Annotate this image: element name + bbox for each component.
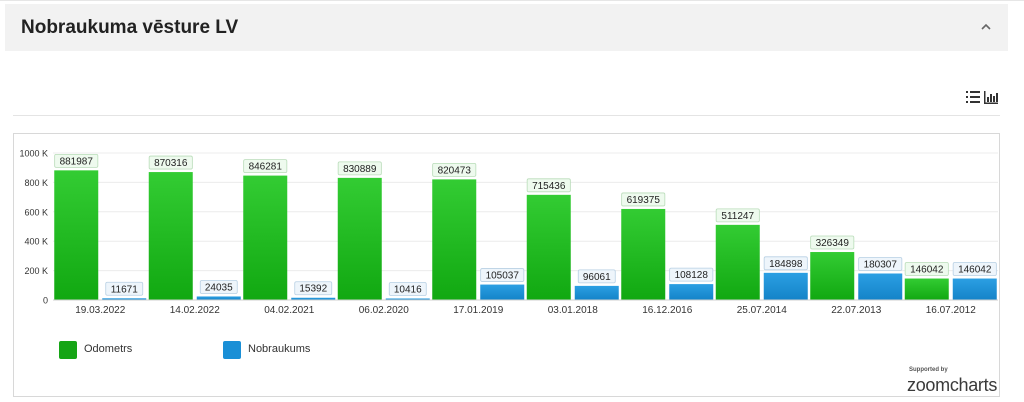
bar-nobraukums — [858, 273, 903, 300]
legend-label-odometrs: Odometrs — [84, 343, 133, 355]
x-tick-label: 03.01.2018 — [548, 305, 598, 316]
x-tick-label: 04.02.2021 — [264, 305, 314, 316]
y-tick-label: 1000 K — [19, 149, 48, 159]
data-label-box — [577, 269, 616, 284]
brand-name: zoomcharts — [907, 375, 998, 395]
data-label-odometrs: 870316 — [154, 158, 188, 169]
data-label-box — [526, 178, 571, 193]
data-label-nobraukums: 184898 — [769, 259, 803, 270]
bar-odometrs — [810, 252, 855, 300]
data-label-box — [337, 161, 382, 176]
data-label-box — [810, 235, 855, 250]
bar-nobraukums — [291, 297, 336, 300]
data-label-nobraukums: 146042 — [958, 265, 992, 276]
data-label-box — [148, 155, 193, 170]
y-tick-label: 400 K — [24, 237, 48, 247]
data-label-nobraukums: 24035 — [205, 282, 233, 293]
data-label-odometrs: 715436 — [532, 181, 566, 192]
data-label-odometrs: 820473 — [438, 165, 472, 176]
data-label-box — [105, 281, 144, 296]
bar-odometrs — [337, 177, 382, 300]
bar-nobraukums — [196, 296, 241, 300]
header-divider — [13, 115, 1000, 116]
bar-odometrs — [54, 170, 99, 300]
bar-odometrs — [904, 278, 949, 300]
zoomcharts-logo[interactable]: Supported by zoomcharts — [907, 367, 999, 397]
bar-nobraukums — [763, 272, 808, 300]
legend-swatch-odometrs — [59, 341, 77, 359]
data-label-box — [243, 159, 288, 173]
data-label-box — [858, 257, 903, 271]
data-label-odometrs: 830889 — [343, 164, 377, 175]
y-tick-label: 200 K — [24, 266, 48, 276]
x-tick-label: 22.07.2013 — [831, 305, 881, 316]
data-label-box — [715, 208, 760, 223]
bar-nobraukums — [574, 285, 619, 300]
bar-chart-icon[interactable] — [983, 89, 999, 105]
panel-header[interactable]: Nobraukuma vēsture LV — [5, 4, 1008, 51]
data-label-odometrs: 146042 — [910, 265, 944, 276]
bar-odometrs — [432, 179, 477, 300]
top-border — [0, 0, 1024, 1]
data-label-odometrs: 846281 — [249, 162, 283, 173]
x-tick-label: 14.02.2022 — [170, 305, 220, 316]
data-label-box — [621, 192, 666, 207]
data-label-nobraukums: 105037 — [486, 271, 520, 282]
data-label-box — [669, 267, 714, 282]
data-label-nobraukums: 15392 — [299, 284, 327, 295]
data-label-nobraukums: 180307 — [864, 259, 898, 270]
data-label-box — [388, 282, 427, 296]
bar-odometrs — [715, 224, 760, 300]
data-label-nobraukums: 11671 — [111, 284, 139, 295]
data-label-box — [54, 153, 99, 168]
x-tick-label: 06.02.2020 — [359, 305, 409, 316]
data-label-box — [432, 162, 477, 177]
data-label-box — [904, 262, 949, 276]
data-label-box — [199, 280, 238, 294]
bar-odometrs — [148, 172, 193, 300]
chevron-up-icon[interactable] — [977, 18, 995, 36]
x-tick-label: 25.07.2014 — [737, 305, 787, 316]
legend-swatch-nobraukums — [223, 341, 241, 359]
list-icon[interactable] — [965, 89, 981, 105]
data-label-nobraukums: 10416 — [394, 284, 422, 295]
bar-odometrs — [526, 194, 571, 300]
bar-odometrs — [621, 208, 666, 300]
bar-nobraukums — [669, 284, 714, 300]
data-label-nobraukums: 96061 — [583, 272, 611, 283]
data-label-odometrs: 511247 — [721, 211, 754, 222]
bar-nobraukums — [480, 284, 525, 300]
data-label-odometrs: 881987 — [60, 156, 94, 167]
x-tick-label: 19.03.2022 — [75, 305, 125, 316]
data-label-box — [294, 281, 333, 296]
brand-supported-by: Supported by — [909, 367, 948, 373]
y-tick-label: 0 — [43, 296, 48, 306]
data-label-box — [952, 262, 997, 276]
bar-nobraukums — [952, 278, 997, 300]
data-label-box — [763, 256, 808, 271]
legend-label-nobraukums: Nobraukums — [248, 343, 311, 355]
panel-title: Nobraukuma vēsture LV — [21, 17, 239, 38]
x-tick-label: 16.07.2012 — [926, 305, 976, 316]
data-label-odometrs: 326349 — [816, 238, 850, 249]
data-label-box — [480, 268, 525, 282]
bar-nobraukums — [385, 298, 430, 300]
data-label-nobraukums: 108128 — [675, 270, 709, 281]
bar-nobraukums — [102, 298, 147, 300]
y-tick-label: 800 K — [24, 178, 48, 188]
y-tick-label: 600 K — [24, 207, 48, 217]
x-tick-label: 17.01.2019 — [453, 305, 503, 316]
x-tick-label: 16.12.2016 — [642, 305, 692, 316]
bar-odometrs — [243, 175, 288, 300]
data-label-odometrs: 619375 — [627, 195, 661, 206]
